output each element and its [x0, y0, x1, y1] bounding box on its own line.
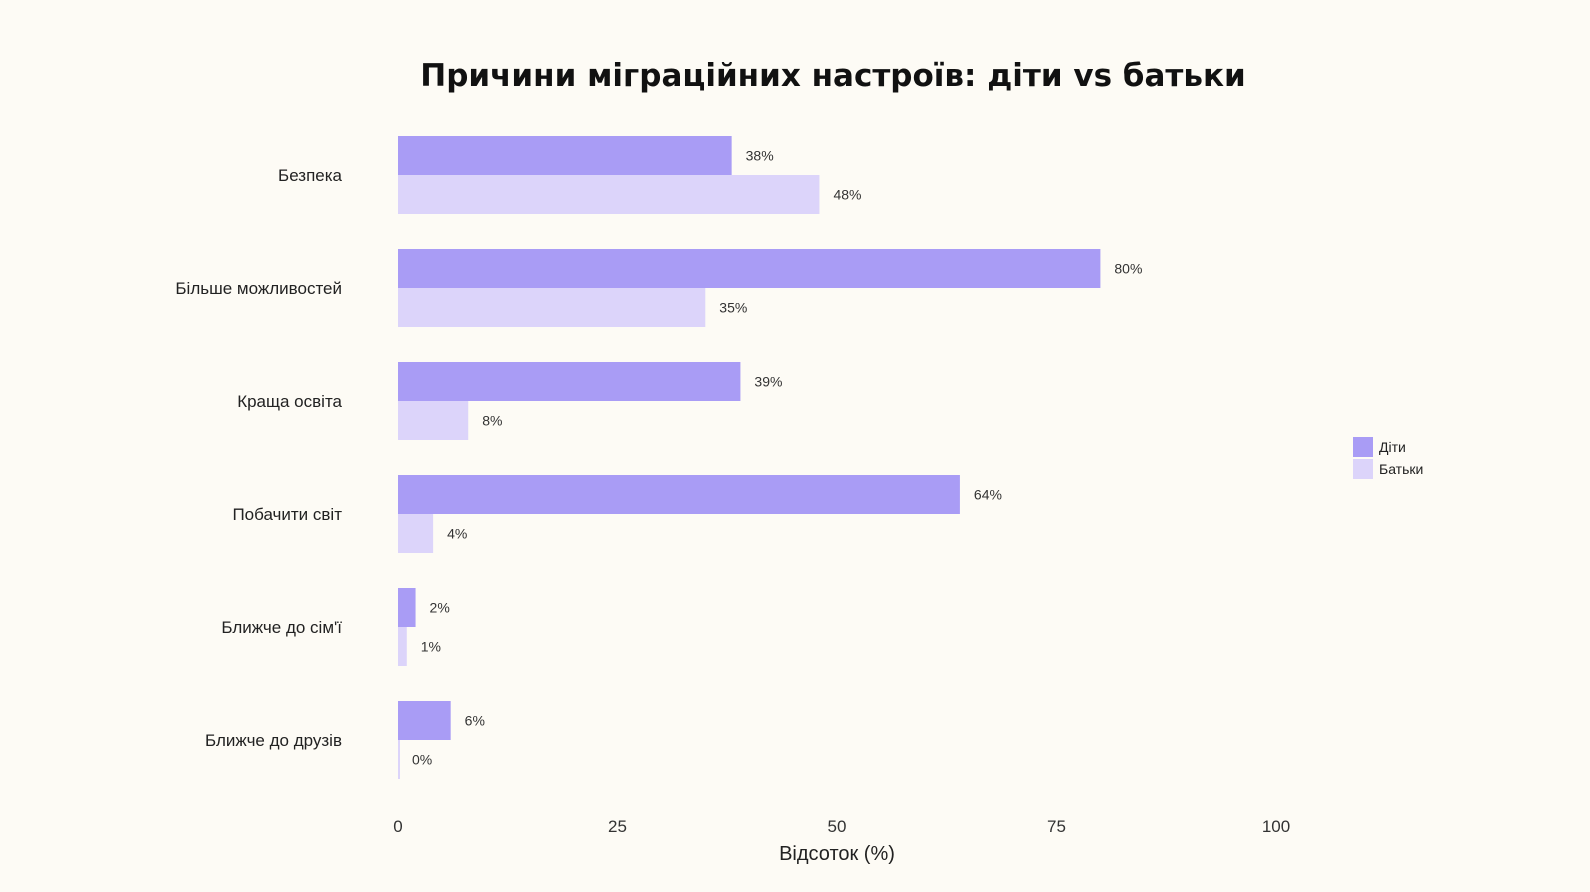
bar-діти-1: [398, 249, 1101, 288]
legend-swatch-батьки: [1353, 459, 1373, 479]
x-tick-label-0: 0: [393, 817, 402, 836]
bar-батьки-0: [398, 175, 820, 214]
x-tick-label-4: 100: [1262, 817, 1290, 836]
data-label-батьки-1: 35%: [719, 300, 747, 316]
category-labels: Безпека Більше можливостей Краща освіта Поб…: [175, 166, 342, 750]
data-label-батьки-5: 0%: [412, 752, 432, 768]
data-label-діти-4: 2%: [430, 600, 450, 616]
bar-батьки-5: [398, 740, 400, 779]
category-label-0: Безпека: [278, 166, 343, 185]
category-label-5: Ближче до друзів: [205, 731, 342, 750]
x-axis-title: Відсоток (%): [779, 843, 895, 865]
legend-label-діти: Діти: [1379, 439, 1406, 455]
data-label-діти-1: 80%: [1114, 261, 1142, 277]
category-label-3: Побачити світ: [232, 505, 342, 524]
bars-group: 38% 48% 80% 35% 39% 8% 64% 4% 2% 1% 6% 0%: [398, 136, 1142, 779]
bar-діти-0: [398, 136, 732, 175]
data-label-батьки-0: 48%: [833, 187, 861, 203]
bar-батьки-4: [398, 627, 407, 666]
data-label-батьки-2: 8%: [482, 413, 502, 429]
category-label-4: Ближче до сім'ї: [221, 618, 342, 637]
bar-діти-3: [398, 475, 960, 514]
legend: Діти Батьки: [1353, 437, 1423, 479]
data-label-діти-3: 64%: [974, 487, 1002, 503]
data-label-батьки-4: 1%: [421, 639, 441, 655]
data-label-діти-5: 6%: [465, 713, 485, 729]
x-tick-label-1: 25: [608, 817, 627, 836]
bar-батьки-2: [398, 401, 469, 440]
x-tick-label-2: 50: [828, 817, 847, 836]
x-axis-ticks: 0 25 50 75 100: [393, 817, 1290, 836]
bar-діти-5: [398, 701, 451, 740]
bar-батьки-1: [398, 288, 706, 327]
bar-діти-4: [398, 588, 416, 627]
x-tick-label-3: 75: [1047, 817, 1066, 836]
bar-батьки-3: [398, 514, 434, 553]
chart-title: Причини міграційних настроїв: діти vs ба…: [420, 58, 1245, 94]
category-label-1: Більше можливостей: [175, 279, 342, 298]
data-label-батьки-3: 4%: [447, 526, 467, 542]
category-label-2: Краща освіта: [237, 392, 342, 411]
legend-swatch-діти: [1353, 437, 1373, 457]
legend-label-батьки: Батьки: [1379, 461, 1423, 477]
data-label-діти-2: 39%: [754, 374, 782, 390]
bar-діти-2: [398, 362, 741, 401]
data-label-діти-0: 38%: [746, 148, 774, 164]
